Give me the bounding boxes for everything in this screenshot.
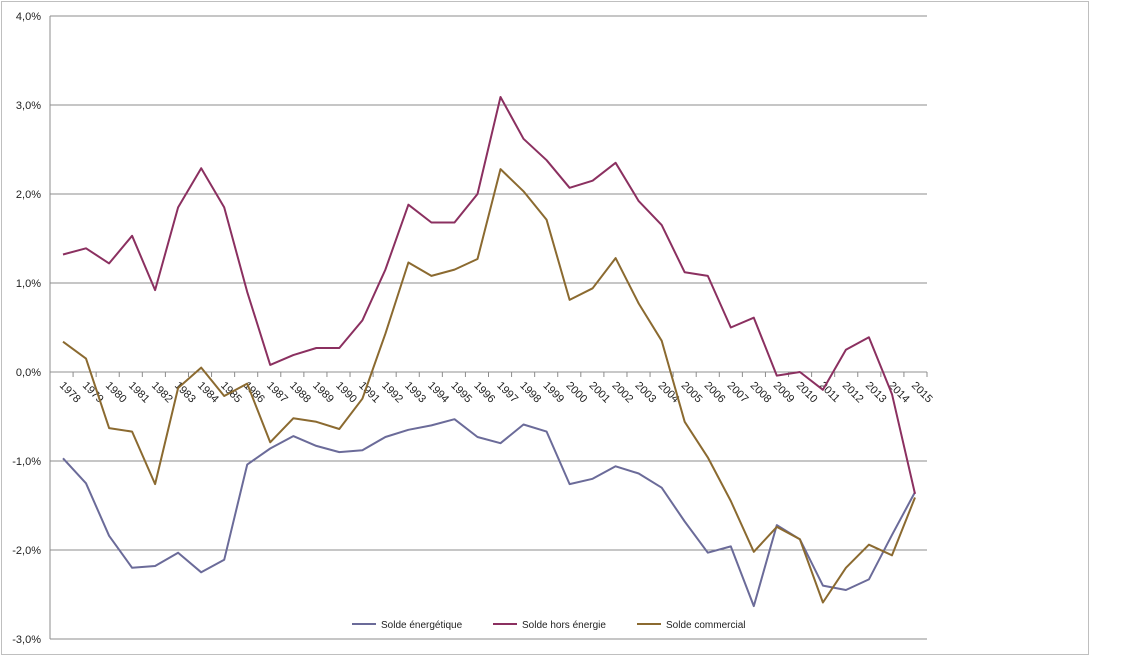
x-tick-label: 1979 xyxy=(80,380,106,406)
x-tick-label: 1981 xyxy=(126,380,152,406)
series-lines xyxy=(62,96,916,608)
x-tick-label: 1999 xyxy=(540,380,566,406)
series-line xyxy=(62,418,916,608)
x-tick-label: 2011 xyxy=(817,380,842,405)
y-tick-label: 4,0% xyxy=(16,11,41,23)
x-tick-label: 1990 xyxy=(333,380,359,406)
legend-entry: Solde commercial xyxy=(637,620,745,631)
chart-frame xyxy=(1,1,1089,655)
legend-entry: Solde énergétique xyxy=(352,620,463,631)
y-tick-label: -1,0% xyxy=(12,456,41,468)
series-line xyxy=(62,168,916,604)
x-tick-label: 2013 xyxy=(863,380,889,406)
x-tick-label: 1987 xyxy=(264,380,290,406)
x-tick-label: 2001 xyxy=(587,380,613,406)
gridlines xyxy=(49,15,927,640)
x-tick-label: 1996 xyxy=(471,380,497,406)
x-tick-label: 1998 xyxy=(517,380,543,406)
x-tick-label: 2015 xyxy=(909,380,935,406)
x-tick-label: 2012 xyxy=(840,380,866,406)
x-tick-label: 1995 xyxy=(448,380,474,406)
legend-label: Solde énergétique xyxy=(381,620,463,631)
legend: Solde énergétique Solde hors énergie Solde… xyxy=(352,620,745,631)
legend-label: Solde commercial xyxy=(666,620,745,631)
x-tick-label: 2007 xyxy=(725,380,751,406)
x-tick-label: 1992 xyxy=(379,380,405,406)
x-tick-label: 2002 xyxy=(610,380,636,406)
y-tick-label: -3,0% xyxy=(12,634,41,646)
x-tick-label: 2006 xyxy=(702,380,728,406)
x-tick-label: 2005 xyxy=(679,380,705,406)
x-tick-label: 1988 xyxy=(287,380,313,406)
y-tick-label: -2,0% xyxy=(12,545,41,557)
x-axis xyxy=(49,372,928,377)
x-tick-label: 2008 xyxy=(748,380,774,406)
y-tick-label: 0,0% xyxy=(16,367,41,379)
x-tick-label: 1993 xyxy=(402,380,428,406)
x-tick-label: 2003 xyxy=(633,380,659,406)
x-tick-label: 2014 xyxy=(886,380,912,406)
x-tick-label: 1983 xyxy=(172,380,198,406)
y-tick-label: 3,0% xyxy=(16,100,41,112)
y-tick-label: 2,0% xyxy=(16,189,41,201)
x-tick-label: 1982 xyxy=(149,380,175,406)
x-tick-label: 1984 xyxy=(195,380,221,406)
x-axis-tick-labels: 1978197919801981198219831984198519861987… xyxy=(57,380,935,406)
x-tick-label: 2000 xyxy=(563,380,589,406)
legend-label: Solde hors énergie xyxy=(522,620,606,631)
y-tick-label: 1,0% xyxy=(16,278,41,290)
x-tick-label: 2004 xyxy=(656,380,682,406)
y-axis-tick-labels: 4,0% 3,0% 2,0% 1,0% 0,0% -1,0% -2,0% -3,0% xyxy=(12,11,41,646)
legend-entry: Solde hors énergie xyxy=(493,620,606,631)
x-tick-label: 1989 xyxy=(310,380,336,406)
x-tick-label: 2009 xyxy=(771,380,797,406)
x-tick-label: 1980 xyxy=(103,380,129,406)
x-tick-label: 1978 xyxy=(57,380,83,406)
series-line xyxy=(62,96,916,495)
x-tick-label: 1994 xyxy=(425,380,451,406)
x-tick-label: 1997 xyxy=(494,380,520,406)
